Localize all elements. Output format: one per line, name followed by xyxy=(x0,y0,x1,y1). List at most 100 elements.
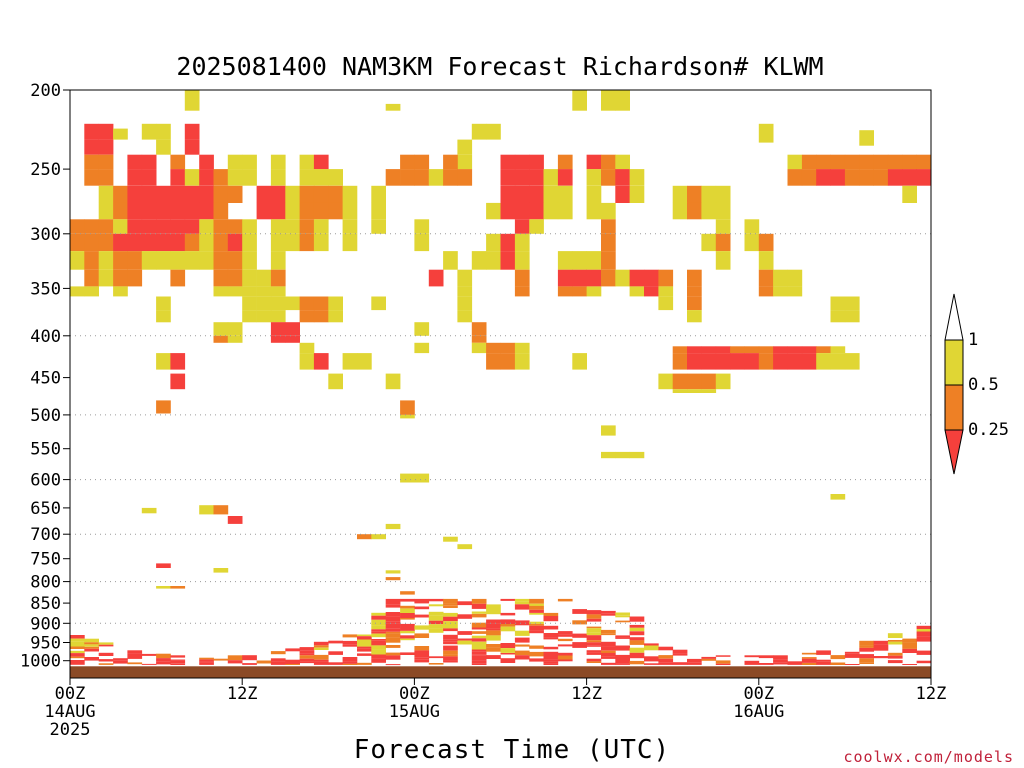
heatmap-cell xyxy=(844,664,860,665)
heatmap-cell xyxy=(687,202,702,220)
heatmap-cell xyxy=(471,611,487,614)
heatmap-cell xyxy=(615,615,630,618)
heatmap-cell xyxy=(471,342,487,354)
heatmap-cell xyxy=(213,335,229,343)
heatmap-cell xyxy=(70,233,85,252)
heatmap-cell xyxy=(328,662,343,665)
heatmap-cell xyxy=(70,641,85,647)
colorbar-label: 1 xyxy=(968,330,978,350)
heatmap-cell xyxy=(113,658,128,661)
heatmap-cell xyxy=(615,612,630,616)
heatmap-cell xyxy=(184,185,200,203)
heatmap-cell xyxy=(586,618,602,622)
heatmap-cell xyxy=(313,202,329,220)
heatmap-cell xyxy=(557,631,573,635)
heatmap-cell xyxy=(715,251,731,270)
heatmap-cell xyxy=(672,653,688,656)
heatmap-cell xyxy=(342,185,358,203)
heatmap-cell xyxy=(70,646,85,649)
heatmap-cell xyxy=(342,353,358,370)
heatmap-cell xyxy=(758,269,774,287)
heatmap-cell xyxy=(601,451,616,459)
heatmap-cell xyxy=(887,660,903,664)
heatmap-cell xyxy=(816,169,831,186)
heatmap-cell xyxy=(357,662,372,665)
heatmap-cell xyxy=(557,655,573,660)
colorbar: 1 0.5 0.25 xyxy=(944,293,1009,475)
heatmap-cell xyxy=(715,660,731,664)
heatmap-cell xyxy=(586,652,602,655)
heatmap-cell xyxy=(801,353,817,370)
heatmap-cell xyxy=(514,650,530,656)
heatmap-cell xyxy=(758,251,774,270)
heatmap-cell xyxy=(385,645,401,648)
heatmap-cell xyxy=(400,414,415,419)
heatmap-cell xyxy=(400,598,415,602)
heatmap-cell xyxy=(715,346,731,354)
x-tick-label: 12Z xyxy=(916,684,947,704)
y-tick-label: 700 xyxy=(30,525,61,545)
heatmap-cell xyxy=(170,169,186,186)
y-tick-label: 650 xyxy=(30,499,61,519)
heatmap-cell xyxy=(873,648,889,651)
heatmap-cell xyxy=(242,663,257,665)
heatmap-cell xyxy=(629,627,645,632)
heatmap-cell xyxy=(170,663,186,665)
heatmap-cell xyxy=(313,219,329,234)
heatmap-cell xyxy=(859,645,874,648)
heatmap-cell xyxy=(98,663,114,665)
heatmap-cell xyxy=(385,523,401,530)
heatmap-cell xyxy=(113,251,128,270)
heatmap-cell xyxy=(84,644,99,647)
heatmap-cell xyxy=(514,620,530,626)
heatmap-cell xyxy=(342,202,358,220)
heatmap-cell xyxy=(471,635,487,639)
heatmap-cell xyxy=(658,662,674,665)
heatmap-cell xyxy=(313,353,329,370)
heatmap-cell xyxy=(916,629,932,632)
heatmap-cell xyxy=(629,616,645,622)
heatmap-cell xyxy=(170,269,186,287)
heatmap-cell xyxy=(916,169,932,186)
heatmap-cell xyxy=(744,219,760,234)
heatmap-cell xyxy=(400,169,415,186)
heatmap-cell xyxy=(615,654,630,658)
heatmap-cell xyxy=(529,603,544,606)
heatmap-cell xyxy=(830,154,846,170)
heatmap-cell xyxy=(457,614,473,619)
heatmap-cell xyxy=(443,612,458,617)
heatmap-cell xyxy=(586,185,602,203)
heatmap-cell xyxy=(572,353,587,370)
heatmap-cell xyxy=(457,286,473,297)
heatmap-cell xyxy=(357,643,372,647)
heatmap-cell xyxy=(830,310,846,323)
heatmap-cell xyxy=(227,335,243,343)
heatmap-cell xyxy=(744,655,760,658)
heatmap-cell xyxy=(543,654,559,660)
heatmap-cell xyxy=(486,638,501,641)
heatmap-cell xyxy=(486,202,501,220)
heatmap-cell xyxy=(170,660,186,664)
heatmap-cell xyxy=(672,202,688,220)
heatmap-cell xyxy=(529,658,544,662)
heatmap-cell xyxy=(744,233,760,252)
heatmap-cell xyxy=(313,641,329,646)
heatmap-cell xyxy=(227,660,243,664)
heatmap-cell xyxy=(443,654,458,657)
heatmap-cell xyxy=(98,139,114,155)
heatmap-cell xyxy=(471,335,487,343)
heatmap-cell xyxy=(385,621,401,624)
heatmap-cell xyxy=(113,269,128,287)
heatmap-cell xyxy=(887,169,903,186)
heatmap-cell xyxy=(313,310,329,323)
heatmap-cell xyxy=(557,286,573,297)
heatmap-cell xyxy=(514,630,530,636)
heatmap-cell xyxy=(270,233,286,252)
heatmap-cell xyxy=(270,286,286,297)
heatmap-cell xyxy=(629,640,645,645)
heatmap-cell xyxy=(758,353,774,370)
heatmap-cell xyxy=(486,647,501,652)
heatmap-cell xyxy=(400,635,415,639)
heatmap-cell xyxy=(859,130,874,146)
heatmap-cell xyxy=(256,202,272,220)
